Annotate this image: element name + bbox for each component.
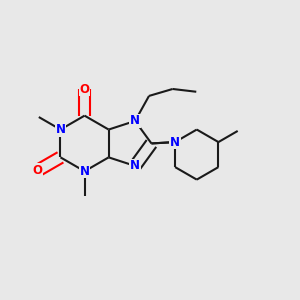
Text: N: N <box>170 136 180 148</box>
Text: N: N <box>80 165 90 178</box>
Text: O: O <box>33 164 43 177</box>
Text: N: N <box>56 123 65 136</box>
Text: N: N <box>130 115 140 128</box>
Text: N: N <box>130 160 140 172</box>
Text: O: O <box>80 83 90 96</box>
